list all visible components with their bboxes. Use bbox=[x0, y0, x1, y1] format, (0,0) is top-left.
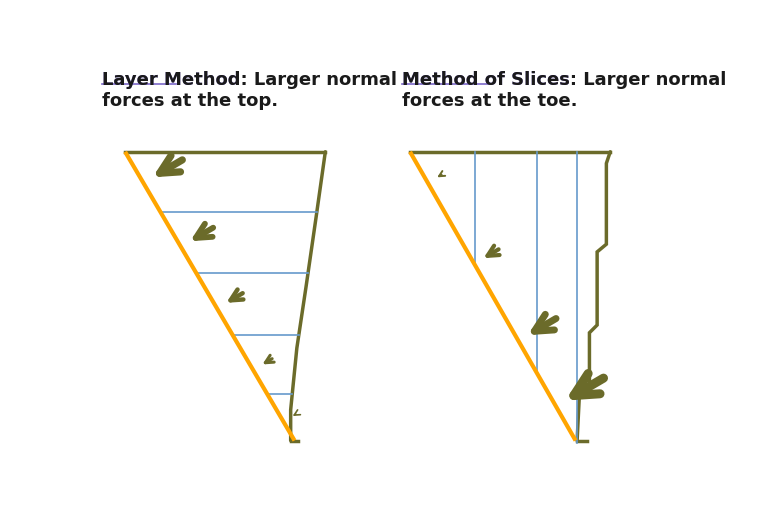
Text: Method of Slices: Method of Slices bbox=[402, 71, 571, 89]
Text: Method of Slices: Larger normal: Method of Slices: Larger normal bbox=[402, 71, 727, 89]
Text: forces at the toe.: forces at the toe. bbox=[402, 93, 578, 111]
Text: Layer Method: Layer Method bbox=[102, 71, 240, 89]
Text: Layer Method: Larger normal: Layer Method: Larger normal bbox=[102, 71, 397, 89]
Text: forces at the top.: forces at the top. bbox=[102, 93, 278, 111]
